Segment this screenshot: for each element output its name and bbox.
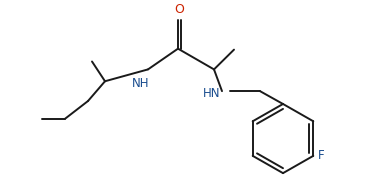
- Text: F: F: [318, 149, 325, 162]
- Text: HN: HN: [202, 87, 220, 100]
- Text: O: O: [175, 3, 184, 16]
- Text: NH: NH: [132, 77, 149, 90]
